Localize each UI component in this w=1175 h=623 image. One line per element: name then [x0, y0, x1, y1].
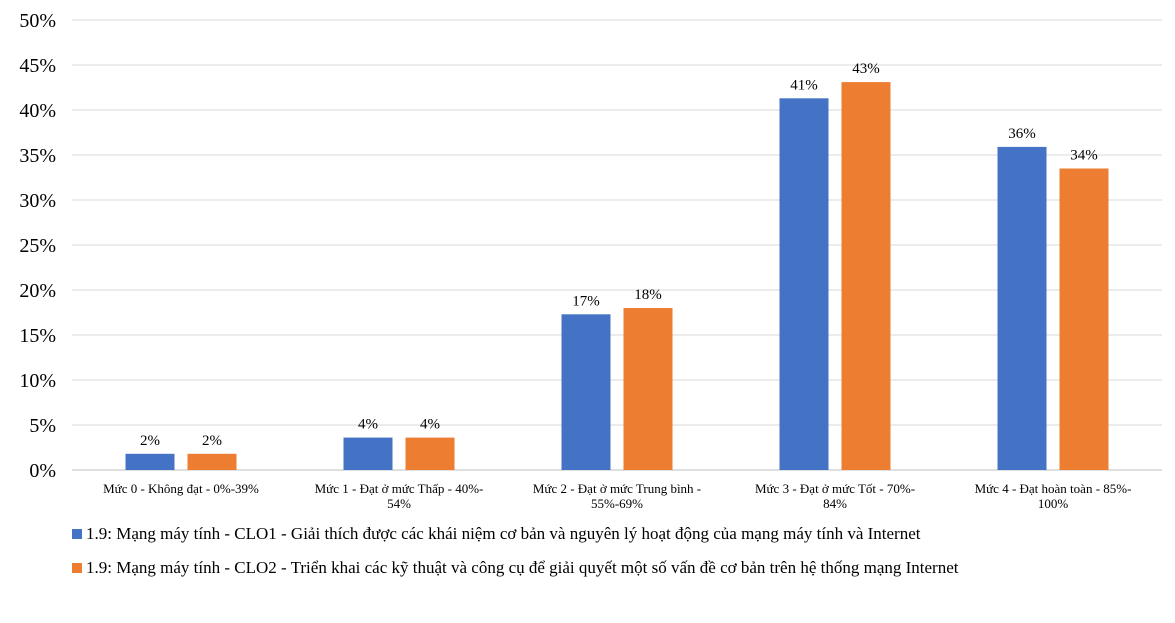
data-labels: 2% 2% 4% 4% 17% 18% 41% 43% 36% 34%: [140, 61, 1098, 449]
bar-s2-c3: [841, 82, 891, 470]
bar-s2-c4: [1059, 168, 1109, 470]
legend-item-clo1: 1.9: Mạng máy tính - CLO1 - Giải thích đ…: [72, 524, 1132, 544]
y-tick-label: 50%: [19, 10, 56, 32]
data-label-s2-c2: 18%: [634, 287, 662, 303]
data-label-s2-c0: 2%: [202, 433, 222, 449]
bar-s1-c1: [343, 437, 393, 470]
data-label-s1-c0: 2%: [140, 433, 160, 449]
category-label-1: Mức 1 - Đạt ở mức Thấp - 40%-54%: [315, 481, 484, 511]
data-label-s1-c2: 17%: [572, 293, 600, 309]
data-label-s2-c1: 4%: [420, 417, 440, 433]
y-tick-label: 0%: [29, 460, 56, 482]
legend-swatch-clo1: [72, 529, 82, 539]
bar-s1-c2: [561, 314, 611, 470]
category-label-3: Mức 3 - Đạt ở mức Tốt - 70%-84%: [755, 481, 915, 511]
bar-s2-c0: [187, 453, 237, 470]
y-axis-ticks: 0% 5% 10% 15% 20% 25% 30% 35% 40% 45% 50%: [19, 10, 56, 482]
bars: [125, 82, 1109, 471]
y-tick-label: 10%: [19, 370, 56, 392]
bar-s2-c2: [623, 308, 673, 470]
data-label-s2-c3: 43%: [852, 61, 880, 77]
data-label-s1-c1: 4%: [358, 417, 378, 433]
bar-s2-c1: [405, 437, 455, 470]
x-axis-categories: Mức 0 - Không đạt - 0%-39% Mức 1 - Đạt ở …: [103, 481, 1131, 511]
legend: 1.9: Mạng máy tính - CLO1 - Giải thích đ…: [72, 524, 1132, 592]
category-label-0: Mức 0 - Không đạt - 0%-39%: [103, 481, 259, 496]
y-tick-label: 20%: [19, 280, 56, 302]
y-tick-label: 5%: [29, 415, 56, 437]
bar-s1-c4: [997, 146, 1047, 470]
gridlines: [72, 19, 1162, 471]
y-tick-label: 45%: [19, 55, 56, 77]
y-tick-label: 35%: [19, 145, 56, 167]
legend-item-clo2: 1.9: Mạng máy tính - CLO2 - Triển khai c…: [72, 558, 1132, 578]
bar-s1-c3: [779, 98, 829, 471]
legend-swatch-clo2: [72, 563, 82, 573]
category-label-4: Mức 4 - Đạt hoàn toàn - 85%-100%: [975, 481, 1132, 511]
y-tick-label: 30%: [19, 190, 56, 212]
y-tick-label: 25%: [19, 235, 56, 257]
data-label-s2-c4: 34%: [1070, 148, 1098, 164]
y-tick-label: 15%: [19, 325, 56, 347]
legend-label-clo2: 1.9: Mạng máy tính - CLO2 - Triển khai c…: [86, 558, 959, 577]
bar-s1-c0: [125, 453, 175, 470]
data-label-s1-c3: 41%: [790, 77, 818, 93]
y-tick-label: 40%: [19, 100, 56, 122]
data-label-s1-c4: 36%: [1008, 126, 1036, 142]
category-label-2: Mức 2 - Đạt ở mức Trung bình -55%-69%: [533, 481, 701, 511]
legend-label-clo1: 1.9: Mạng máy tính - CLO1 - Giải thích đ…: [86, 524, 921, 543]
